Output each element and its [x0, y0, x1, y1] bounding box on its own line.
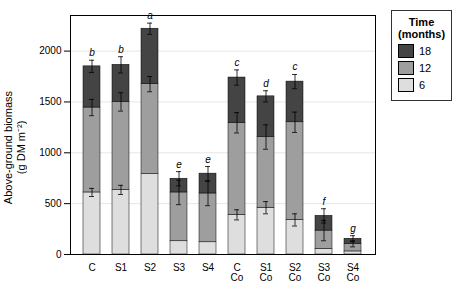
- svg-text:2000: 2000: [39, 45, 62, 56]
- svg-text:b: b: [89, 47, 95, 58]
- svg-text:c: c: [293, 61, 298, 72]
- svg-text:S2Co: S2Co: [289, 262, 302, 283]
- svg-text:1500: 1500: [39, 96, 62, 107]
- svg-text:a: a: [147, 10, 153, 22]
- svg-text:S1Co: S1Co: [260, 262, 273, 283]
- svg-text:C: C: [88, 262, 95, 273]
- svg-text:g: g: [350, 223, 356, 234]
- svg-text:e: e: [176, 159, 182, 170]
- svg-text:500: 500: [45, 198, 62, 209]
- svg-text:CCo: CCo: [231, 262, 244, 283]
- html-text:6: 6: [419, 79, 426, 91]
- svg-text:0: 0: [56, 249, 62, 260]
- svg-text:c: c: [235, 57, 240, 68]
- html-text:Time (months): Time (months): [398, 16, 445, 40]
- svg-text:d: d: [263, 78, 269, 89]
- svg-text:e: e: [205, 154, 211, 165]
- html-text:12: 12: [419, 62, 432, 74]
- svg-text:1000: 1000: [39, 147, 62, 158]
- svg-text:S4Co: S4Co: [347, 262, 360, 283]
- svg-text:f: f: [323, 196, 327, 207]
- svg-text:b: b: [118, 44, 124, 55]
- html-text:Above-ground biomass (g DM m⁻²: Above-ground biomass (g DM m⁻²): [2, 90, 27, 205]
- svg-text:S4: S4: [202, 262, 215, 273]
- svg-text:S3: S3: [173, 262, 186, 273]
- svg-text:S1: S1: [115, 262, 128, 273]
- html-text:18: 18: [419, 45, 432, 57]
- svg-text:S2: S2: [144, 262, 157, 273]
- svg-text:S3Co: S3Co: [318, 262, 331, 283]
